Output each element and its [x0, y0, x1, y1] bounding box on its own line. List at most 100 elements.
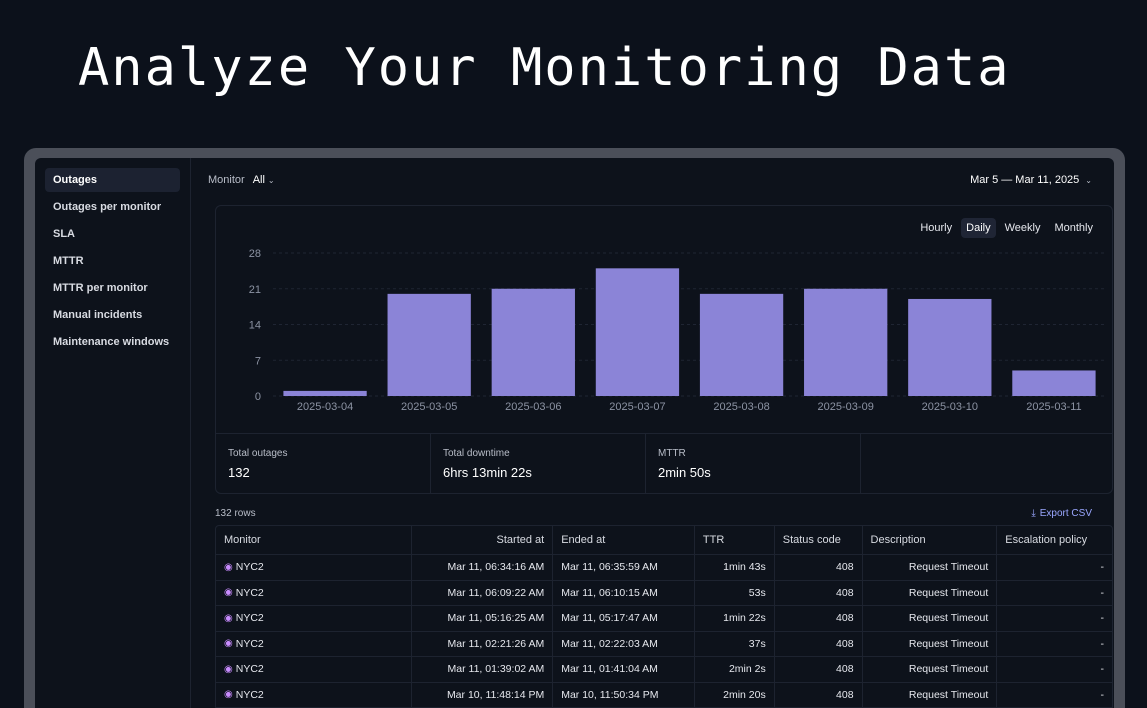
row-count: 132 rows: [215, 508, 256, 519]
export-csv-label: Export CSV: [1039, 508, 1092, 519]
sidebar-item-maintenance-windows[interactable]: Maintenance windows: [53, 336, 170, 348]
monitor-filter-label: Monitor: [208, 174, 245, 186]
x-tick-label: 2025-03-04: [297, 401, 353, 413]
cell-monitor: ◉ NYC2: [216, 606, 412, 631]
monitor-icon: ◉: [224, 663, 233, 675]
table-row[interactable]: ◉ NYC2 Mar 11, 02:21:26 AM Mar 11, 02:22:03…: [216, 631, 1112, 657]
col-header-status-code[interactable]: Status code: [775, 526, 863, 554]
col-header-escalation-policy[interactable]: Escalation policy: [1005, 534, 1088, 546]
sidebar-item-mttr[interactable]: MTTR: [53, 255, 84, 267]
cell-6: -: [1100, 612, 1105, 625]
monitor-name: NYC2: [235, 586, 264, 599]
cell-5: Request Timeout: [863, 657, 998, 682]
col-header-monitor[interactable]: Monitor: [216, 526, 412, 554]
stat-total-outages: Total outages 132: [216, 434, 431, 493]
cell-4: 408: [775, 631, 863, 656]
chevron-down-icon: ⌄: [1085, 175, 1092, 185]
monitor-icon: ◉: [224, 689, 233, 701]
cell-2: Mar 11, 01:41:04 AM: [553, 657, 695, 682]
col-header-ended-at[interactable]: Ended at: [553, 526, 695, 554]
cell-1: Mar 11, 06:34:16 AM: [412, 555, 554, 580]
sidebar-item-manual-incidents[interactable]: Manual incidents: [53, 309, 143, 321]
cell-3: 2min 2s: [695, 657, 775, 682]
monitor-select[interactable]: All ⌄: [253, 174, 275, 186]
cell-monitor: ◉ NYC2: [216, 631, 412, 656]
stat-total-downtime: Total downtime 6hrs 13min 22s: [431, 434, 646, 493]
export-csv-button[interactable]: ⤓ Export CSV: [1031, 508, 1092, 519]
cell-5: Request Timeout: [863, 580, 998, 605]
cell-2: Mar 11, 06:35:59 AM: [553, 555, 695, 580]
stat-label: Total outages: [228, 448, 288, 459]
bar-2025-03-11: [1012, 370, 1096, 396]
outages-table: Monitor Started at Ended at TTR Status c…: [215, 525, 1113, 708]
bar-2025-03-08: [699, 293, 784, 396]
sidebar: Outages Outages per monitor SLA MTTR MTT…: [35, 158, 191, 708]
x-tick-label: 2025-03-09: [818, 401, 874, 413]
monitor-filter: Monitor All ⌄: [208, 174, 275, 186]
x-tick-label: 2025-03-10: [922, 401, 978, 413]
cell-monitor: ◉ NYC2: [216, 682, 412, 707]
cell-6: -: [1100, 688, 1105, 701]
stat-mttr: MTTR 2min 50s: [646, 434, 861, 493]
cell-monitor: ◉ NYC2: [216, 555, 412, 580]
cell-2: Mar 10, 11:50:34 PM: [553, 682, 695, 707]
cell-1: Mar 10, 11:48:14 PM: [412, 682, 554, 707]
col-header-started-at[interactable]: Started at: [412, 526, 554, 554]
date-range-picker[interactable]: Mar 5 — Mar 11, 2025 ⌄: [970, 174, 1092, 186]
col-header-description[interactable]: Description: [863, 526, 998, 554]
cell-5: Request Timeout: [863, 631, 998, 656]
monitor-name: NYC2: [235, 688, 264, 701]
cell-6: -: [1100, 586, 1105, 599]
sidebar-item-sla[interactable]: SLA: [53, 228, 75, 240]
table-header-row: Monitor Started at Ended at TTR Status c…: [216, 526, 1112, 555]
granularity-hourly[interactable]: Hourly: [920, 222, 953, 234]
bar-2025-03-06: [491, 288, 575, 396]
bar-2025-03-04: [283, 390, 367, 396]
cell-2: Mar 11, 05:17:47 AM: [553, 606, 695, 631]
granularity-monthly[interactable]: Monthly: [1054, 222, 1093, 234]
y-tick-label: 0: [255, 391, 261, 403]
table-row[interactable]: ◉ NYC2 Mar 10, 11:48:14 PM Mar 10, 11:50:34…: [216, 682, 1112, 708]
granularity-daily[interactable]: Daily: [961, 218, 996, 238]
cell-4: 408: [775, 555, 863, 580]
table-row[interactable]: ◉ NYC2 Mar 11, 06:09:22 AM Mar 11, 06:10:15…: [216, 580, 1112, 606]
bar-2025-03-05: [387, 293, 471, 396]
cell-monitor: ◉ NYC2: [216, 657, 412, 682]
x-tick-label: 2025-03-06: [505, 401, 561, 413]
sidebar-item-outages[interactable]: Outages: [45, 168, 180, 192]
main-content: Monitor All ⌄ Mar 5 — Mar 11, 2025 ⌄ 0 7 1…: [203, 158, 1114, 708]
granularity-toggle: Hourly Daily Weekly Monthly: [915, 218, 1098, 238]
monitor-name: NYC2: [235, 561, 264, 574]
monitor-icon: ◉: [224, 587, 233, 599]
monitor-name: NYC2: [235, 637, 264, 650]
table-row[interactable]: ◉ NYC2 Mar 11, 05:16:25 AM Mar 11, 05:17:47…: [216, 606, 1112, 632]
sidebar-item-mttr-per-monitor[interactable]: MTTR per monitor: [53, 282, 148, 294]
stat-label: MTTR: [658, 448, 686, 459]
y-tick-label: 21: [249, 284, 261, 296]
monitor-name: NYC2: [235, 612, 264, 625]
stat-value: 132: [228, 465, 250, 480]
granularity-weekly[interactable]: Weekly: [1004, 222, 1041, 234]
cell-3: 2min 20s: [695, 682, 775, 707]
cell-4: 408: [775, 606, 863, 631]
cell-6: -: [1100, 561, 1105, 574]
bar-2025-03-09: [804, 288, 888, 396]
stats-row: Total outages 132 Total downtime 6hrs 13…: [216, 433, 1112, 493]
download-icon: ⤓: [1031, 508, 1036, 519]
col-header-ttr[interactable]: TTR: [695, 526, 775, 554]
monitor-name: NYC2: [235, 663, 264, 676]
monitor-icon: ◉: [224, 561, 233, 573]
bar-2025-03-10: [908, 298, 992, 396]
sidebar-item-outages-per-monitor[interactable]: Outages per monitor: [53, 201, 162, 213]
date-range-value: Mar 5 — Mar 11, 2025: [970, 174, 1080, 186]
cell-4: 408: [775, 580, 863, 605]
chart-panel: 0 7 14 21 28 2025-03-04 2025-03-05 2025-03-06 20…: [215, 205, 1113, 494]
table-row[interactable]: ◉ NYC2 Mar 11, 01:39:02 AM Mar 11, 01:41:04…: [216, 657, 1112, 683]
table-row[interactable]: ◉ NYC2 Mar 11, 06:34:16 AM Mar 11, 06:35:59…: [216, 555, 1112, 581]
cell-4: 408: [775, 682, 863, 707]
stat-value: 6hrs 13min 22s: [443, 465, 532, 480]
cell-1: Mar 11, 06:09:22 AM: [412, 580, 554, 605]
cell-5: Request Timeout: [863, 606, 998, 631]
cell-1: Mar 11, 01:39:02 AM: [412, 657, 554, 682]
y-tick-label: 7: [255, 355, 261, 367]
